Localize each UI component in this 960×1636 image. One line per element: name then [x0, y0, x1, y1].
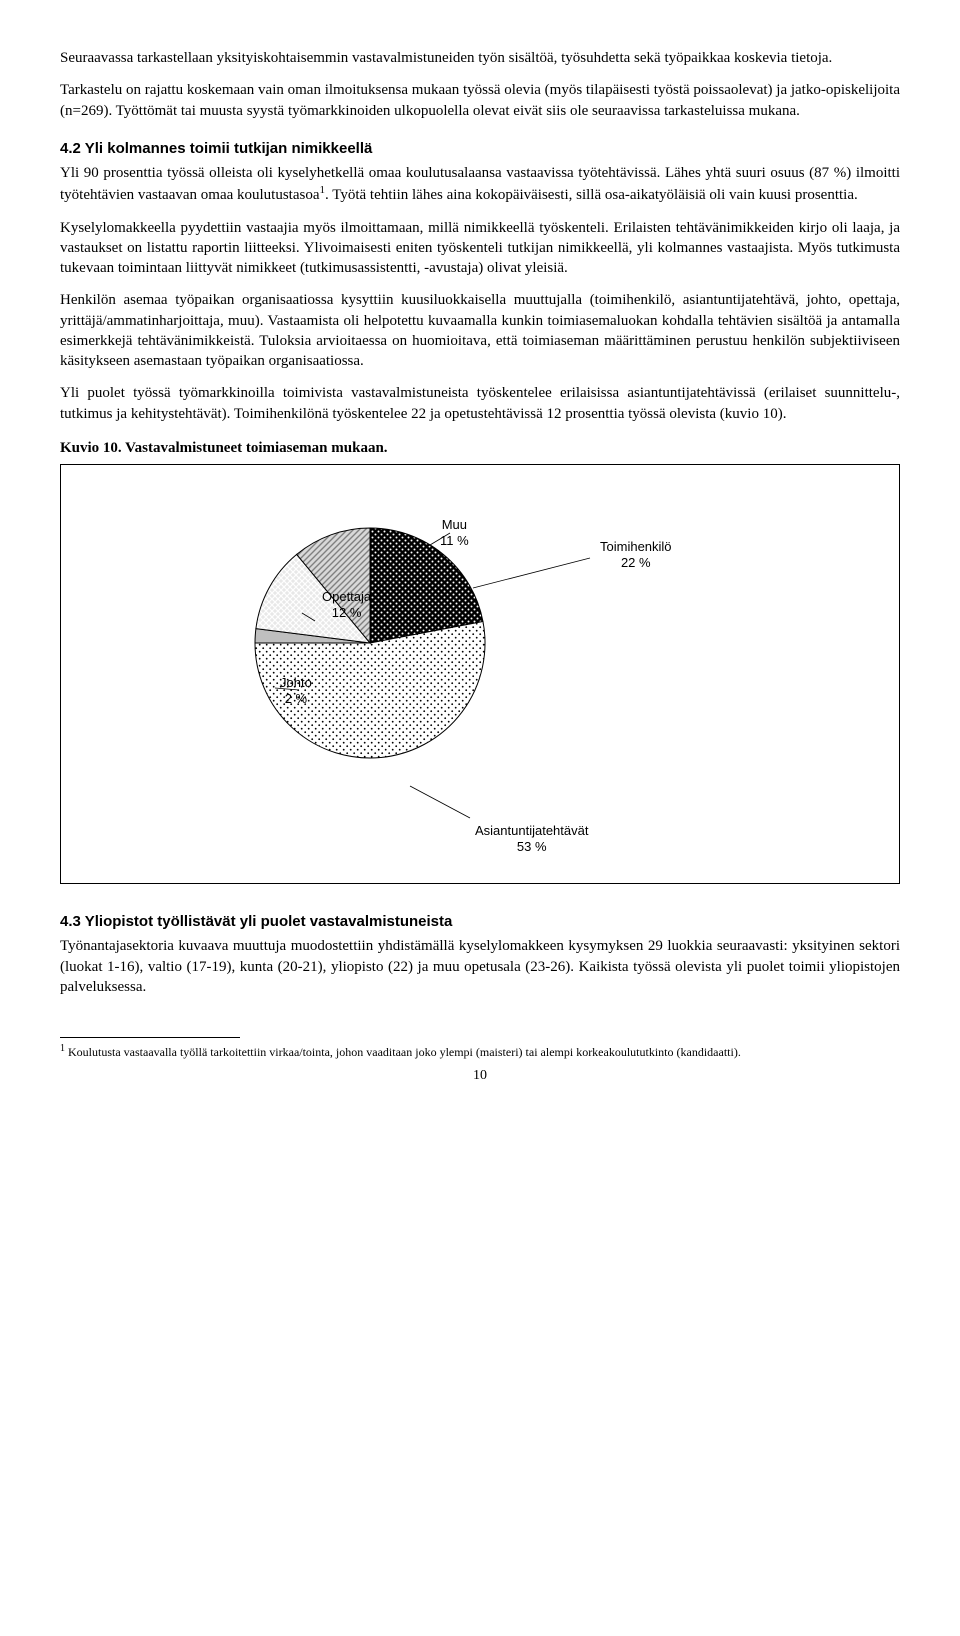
pie-label-toimihenkilo: Toimihenkilö22 %: [600, 539, 672, 572]
paragraph: Tarkastelu on rajattu koskemaan vain oma…: [60, 80, 900, 121]
pie-label-opettaja: Opettaja12 %: [322, 589, 371, 622]
text: . Työtä tehtiin lähes aina kokopäiväises…: [325, 187, 858, 203]
figure-caption: Kuvio 10. Vastavalmistuneet toimiaseman …: [60, 438, 900, 458]
pie-label-muu: Muu11 %: [440, 517, 469, 550]
paragraph: Henkilön asemaa työpaikan organisaatioss…: [60, 290, 900, 371]
pie-chart: Toimihenkilö22 % Asiantuntijatehtävät53 %…: [230, 503, 730, 859]
paragraph: Työnantajasektoria kuvaava muuttuja muod…: [60, 936, 900, 997]
footnote: 1 Koulutusta vastaavalla työllä tarkoite…: [60, 1042, 900, 1061]
pie-label-asiantuntija: Asiantuntijatehtävät53 %: [475, 823, 588, 856]
page-number: 10: [60, 1067, 900, 1086]
paragraph: Kyselylomakkeella pyydettiin vastaajia m…: [60, 218, 900, 279]
leader-line: [473, 558, 590, 588]
pie-label-johto: Johto2 %: [280, 675, 312, 708]
paragraph: Yli puolet työssä työmarkkinoilla toimiv…: [60, 383, 900, 424]
footnote-text: Koulutusta vastaavalla työllä tarkoitett…: [68, 1045, 741, 1059]
paragraph: Seuraavassa tarkastellaan yksityiskohtai…: [60, 48, 900, 68]
heading-4-3: 4.3 Yliopistot työllistävät yli puolet v…: [60, 912, 900, 932]
pie-chart-frame: Toimihenkilö22 % Asiantuntijatehtävät53 %…: [60, 464, 900, 884]
paragraph: Yli 90 prosenttia työssä olleista oli ky…: [60, 163, 900, 206]
heading-4-2: 4.2 Yli kolmannes toimii tutkijan nimikk…: [60, 139, 900, 159]
footnote-number: 1: [60, 1043, 65, 1054]
footnote-rule: [60, 1037, 240, 1038]
leader-line: [410, 786, 470, 818]
